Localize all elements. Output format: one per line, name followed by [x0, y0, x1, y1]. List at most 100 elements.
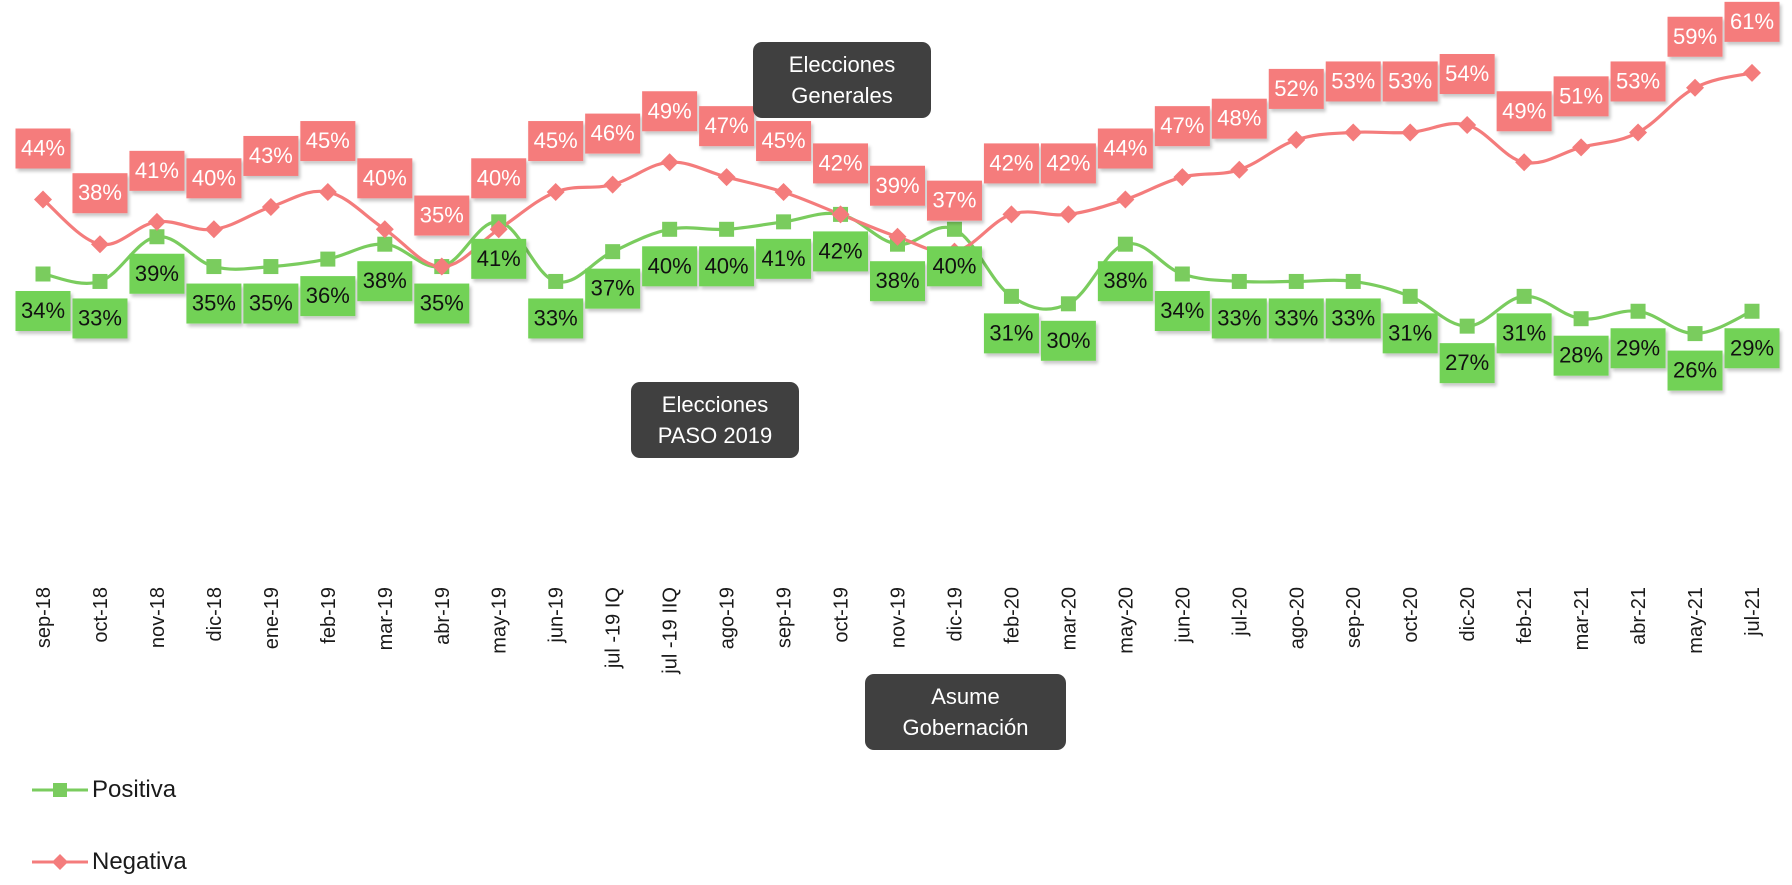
data-label-text: 33% — [1217, 305, 1261, 330]
marker-positiva[interactable] — [1060, 296, 1076, 312]
marker-positiva[interactable] — [1744, 303, 1760, 319]
data-label-positiva: 35% — [414, 283, 470, 324]
marker-positiva[interactable] — [605, 244, 621, 260]
marker-negativa[interactable] — [90, 235, 109, 254]
marker-negativa[interactable] — [774, 183, 793, 202]
marker-positiva[interactable] — [1573, 311, 1589, 327]
data-label-negativa: 53% — [1325, 61, 1381, 102]
marker-negativa[interactable] — [1686, 78, 1705, 97]
data-label-text: 31% — [1388, 320, 1432, 345]
marker-negativa[interactable] — [1743, 63, 1761, 82]
marker-positiva[interactable] — [377, 236, 393, 252]
marker-negativa[interactable] — [717, 168, 736, 187]
data-label-positiva: 33% — [72, 298, 128, 339]
data-label-text: 37% — [932, 188, 976, 213]
data-label-box — [756, 121, 812, 162]
marker-negativa[interactable] — [1173, 168, 1192, 187]
marker-negativa[interactable] — [318, 183, 337, 202]
marker-positiva[interactable] — [206, 259, 222, 275]
marker-negativa[interactable] — [1287, 130, 1306, 149]
marker-positiva[interactable] — [1630, 303, 1646, 319]
marker-positiva[interactable] — [1231, 273, 1247, 289]
data-label-box — [300, 121, 356, 162]
legend-item-negativa[interactable]: Negativa — [32, 847, 187, 877]
marker-positiva[interactable] — [776, 214, 792, 230]
data-label-negativa: 61% — [1724, 1, 1780, 42]
marker-positiva[interactable] — [149, 229, 165, 245]
data-label-text: 34% — [21, 298, 65, 323]
marker-positiva[interactable] — [1516, 288, 1532, 304]
marker-positiva[interactable] — [548, 273, 564, 289]
marker-positiva[interactable] — [263, 259, 279, 275]
data-label-text: 37% — [591, 276, 635, 301]
marker-negativa[interactable] — [660, 153, 679, 172]
data-label-box — [813, 143, 869, 184]
x-tick-label: feb-21 — [1514, 587, 1536, 644]
marker-negativa[interactable] — [261, 197, 280, 216]
data-label-negativa: 45% — [528, 121, 584, 162]
marker-positiva[interactable] — [1117, 236, 1133, 252]
data-label-box — [1154, 106, 1210, 147]
x-tick-label: jun-19 — [546, 587, 568, 644]
marker-negativa[interactable] — [204, 220, 223, 239]
marker-positiva[interactable] — [662, 221, 678, 237]
data-label-box — [243, 135, 299, 176]
marker-negativa[interactable] — [1572, 138, 1591, 157]
data-label-negativa: 42% — [983, 143, 1039, 184]
marker-negativa[interactable] — [1116, 190, 1135, 209]
data-label-text: 53% — [1331, 68, 1375, 93]
data-label-box — [983, 313, 1039, 354]
data-label-box — [926, 246, 982, 287]
marker-positiva[interactable] — [320, 251, 336, 267]
marker-negativa[interactable] — [34, 190, 52, 209]
marker-positiva[interactable] — [1687, 326, 1703, 342]
data-label-box — [1382, 313, 1438, 354]
data-label-box — [1610, 61, 1666, 102]
legend-label-positiva: Positiva — [92, 776, 177, 803]
marker-positiva[interactable] — [1402, 288, 1418, 304]
marker-negativa[interactable] — [1458, 116, 1477, 134]
data-label-box — [870, 165, 925, 206]
marker-positiva[interactable] — [719, 221, 735, 237]
marker-positiva[interactable] — [1345, 273, 1361, 289]
marker-positiva[interactable] — [1288, 273, 1304, 289]
data-label-box — [1439, 343, 1495, 384]
data-label-box — [357, 158, 413, 199]
data-label-negativa: 51% — [1553, 76, 1609, 117]
data-label-positiva: 35% — [243, 283, 299, 324]
marker-negativa[interactable] — [375, 220, 394, 239]
marker-negativa[interactable] — [831, 205, 850, 224]
marker-positiva[interactable] — [35, 266, 51, 282]
data-label-text: 30% — [1046, 328, 1090, 353]
marker-negativa[interactable] — [546, 183, 565, 202]
marker-negativa[interactable] — [489, 220, 508, 239]
marker-positiva[interactable] — [946, 221, 962, 237]
data-label-positiva: 31% — [1382, 313, 1438, 354]
marker-negativa[interactable] — [147, 212, 166, 231]
data-label-positiva: 38% — [357, 261, 413, 302]
marker-positiva[interactable] — [1459, 318, 1475, 334]
data-label-negativa: 54% — [1439, 54, 1495, 94]
x-tick-label: ene-19 — [261, 587, 283, 649]
marker-positiva[interactable] — [92, 273, 108, 289]
data-label-box — [357, 261, 413, 302]
marker-negativa[interactable] — [1059, 205, 1078, 224]
marker-negativa[interactable] — [1344, 123, 1363, 142]
data-label-negativa: 49% — [642, 91, 698, 132]
marker-negativa[interactable] — [1629, 123, 1648, 142]
marker-negativa[interactable] — [1515, 153, 1534, 172]
marker-positiva[interactable] — [1003, 288, 1019, 304]
x-tick-label: sep-20 — [1343, 587, 1365, 648]
marker-positiva[interactable] — [1174, 266, 1190, 282]
marker-negativa[interactable] — [888, 227, 907, 246]
marker-negativa[interactable] — [432, 257, 451, 276]
data-label-text: 45% — [534, 128, 578, 153]
legend-item-positiva[interactable]: Positiva — [32, 775, 176, 805]
marker-negativa[interactable] — [603, 175, 622, 194]
data-label-text: 41% — [762, 246, 806, 271]
marker-negativa[interactable] — [1401, 123, 1420, 142]
marker-negativa[interactable] — [1230, 160, 1249, 179]
data-label-negativa: 42% — [1040, 143, 1096, 184]
marker-negativa[interactable] — [1002, 205, 1021, 224]
data-label-box — [1211, 98, 1267, 139]
